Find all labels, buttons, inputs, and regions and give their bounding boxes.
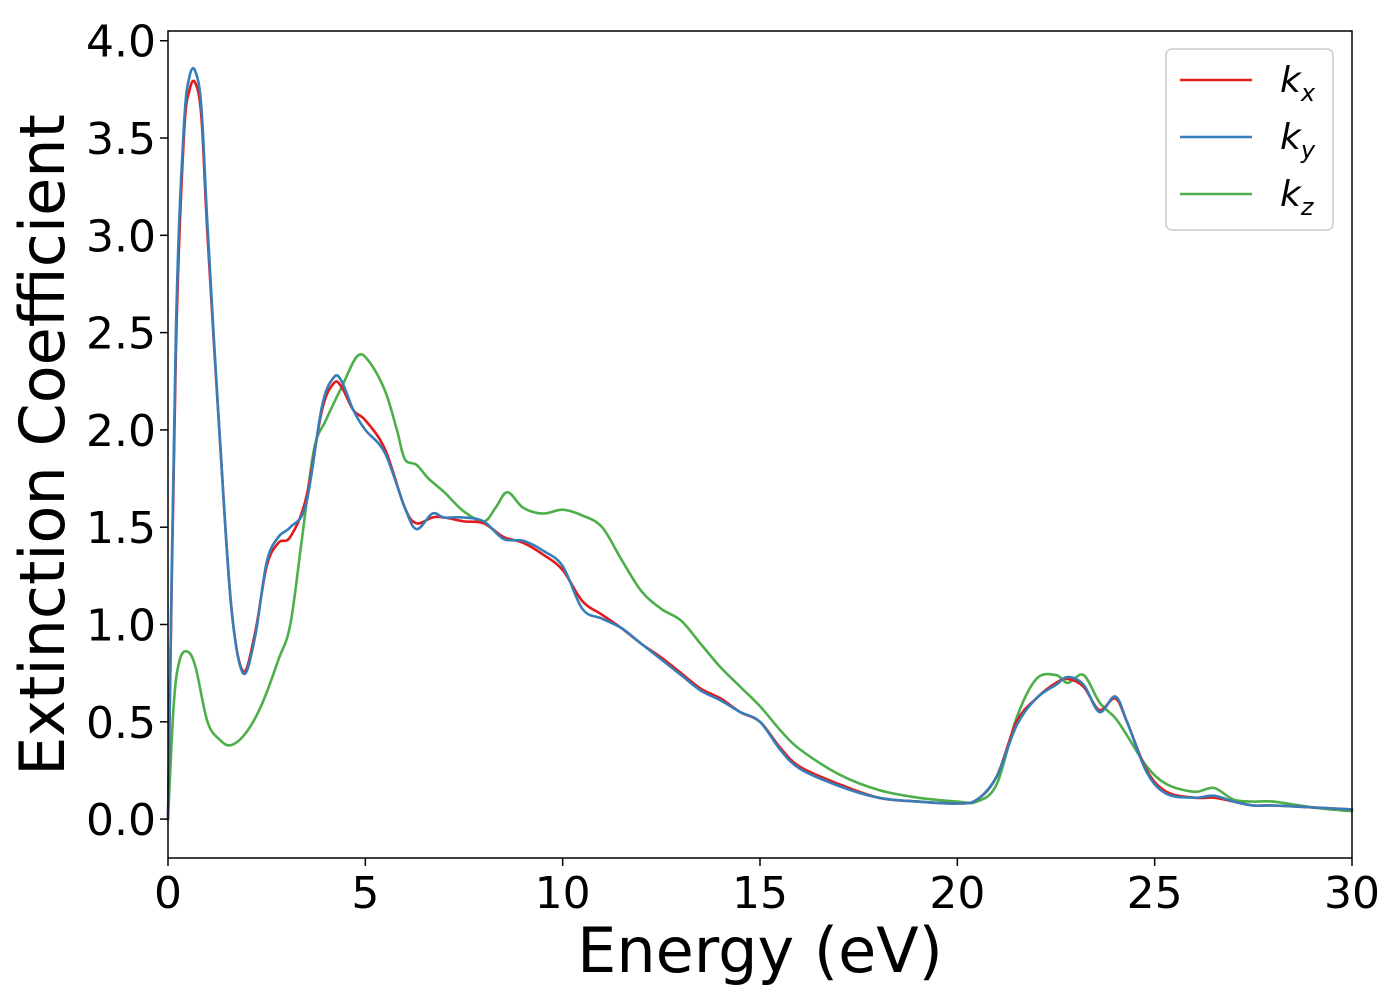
legend-label-base: k bbox=[1280, 60, 1303, 101]
y-tick-label: 0.0 bbox=[86, 795, 156, 846]
x-axis-title: Energy (eV) bbox=[577, 914, 943, 987]
series-line-ky bbox=[166, 66, 1354, 821]
legend-label-base: k bbox=[1280, 174, 1303, 215]
legend-label-subscript: z bbox=[1300, 193, 1315, 221]
legend-label-subscript: x bbox=[1300, 79, 1316, 107]
legend-label-base: k bbox=[1280, 117, 1303, 158]
y-tick-label: 0.5 bbox=[86, 698, 156, 749]
y-axis: 0.0 0.5 1.0 1.5 2.0 2.5 3.0 3.5 4.0 bbox=[86, 17, 168, 846]
x-tick-label: 5 bbox=[351, 868, 379, 919]
x-tick-label: 20 bbox=[929, 868, 985, 919]
x-tick-label: 0 bbox=[154, 868, 182, 919]
x-axis: 0 5 10 15 20 25 30 bbox=[154, 858, 1380, 919]
y-tick-label: 2.5 bbox=[86, 309, 156, 360]
y-tick-label: 1.5 bbox=[86, 503, 156, 554]
legend-label-subscript: y bbox=[1300, 136, 1316, 164]
legend-box bbox=[1165, 48, 1334, 231]
legend-label-kx: kx bbox=[1280, 60, 1316, 107]
x-tick-label: 30 bbox=[1324, 868, 1380, 919]
x-tick-label: 15 bbox=[732, 868, 788, 919]
legend-label-ky: ky bbox=[1280, 117, 1316, 164]
legend-label-kz: kz bbox=[1280, 174, 1315, 221]
series-line-kz bbox=[166, 352, 1354, 821]
y-tick-label: 3.5 bbox=[86, 114, 156, 165]
y-tick-label: 3.0 bbox=[86, 211, 156, 262]
series-layer bbox=[166, 66, 1354, 821]
y-tick-label: 2.0 bbox=[86, 406, 156, 457]
x-tick-label: 25 bbox=[1127, 868, 1183, 919]
y-tick-label: 4.0 bbox=[86, 17, 156, 68]
x-tick-label: 10 bbox=[535, 868, 591, 919]
y-axis-title: Extinction Coefficient bbox=[6, 114, 79, 776]
y-tick-label: 1.0 bbox=[86, 600, 156, 651]
